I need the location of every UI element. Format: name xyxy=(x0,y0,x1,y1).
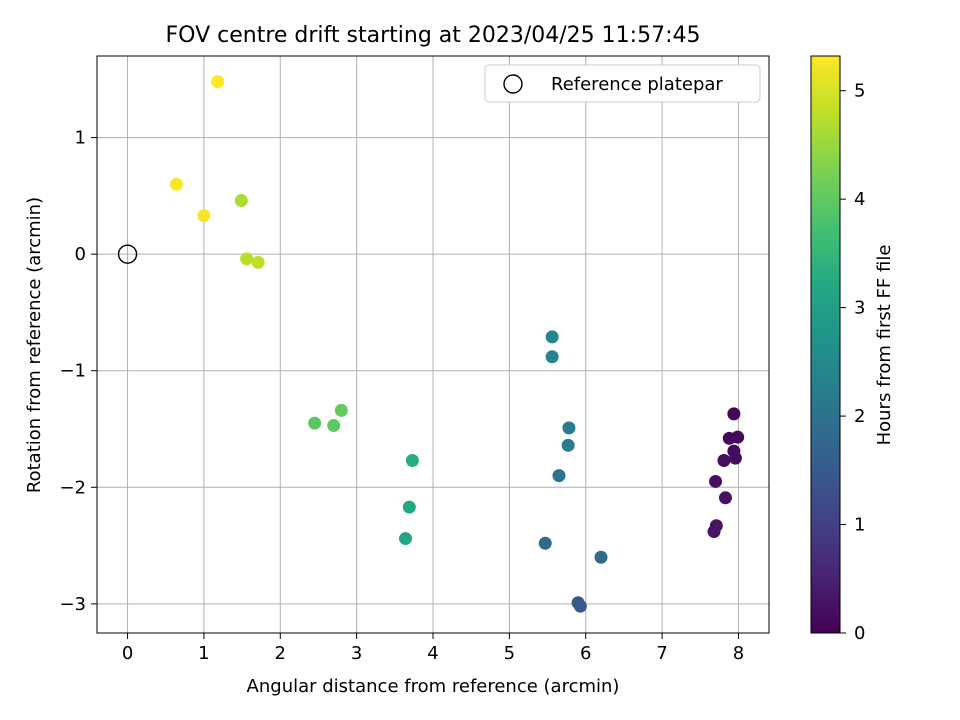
data-point xyxy=(211,75,225,89)
data-point xyxy=(727,407,741,421)
data-point xyxy=(573,599,587,613)
data-point xyxy=(327,419,341,433)
y-axis-label: Rotation from reference (arcmin) xyxy=(24,197,45,493)
colorbar xyxy=(810,55,841,634)
grid-lines xyxy=(97,56,769,633)
y-tick-label: −1 xyxy=(59,361,86,382)
y-axis-ticks: 1 0 −1 −2 −3 xyxy=(59,128,97,615)
data-point xyxy=(402,500,416,514)
y-tick-label: 1 xyxy=(75,128,86,149)
x-tick-label: 2 xyxy=(275,643,286,664)
x-tick-label: 3 xyxy=(351,643,362,664)
colorbar-ticks: 0 1 2 3 4 5 xyxy=(840,81,865,644)
data-point xyxy=(251,255,265,269)
legend-reference-marker xyxy=(503,74,523,94)
data-point xyxy=(240,252,254,266)
data-point xyxy=(197,209,211,223)
reference-platepar-marker xyxy=(117,244,138,264)
data-points xyxy=(169,75,745,613)
colorbar-label: Hours from first FF file xyxy=(874,245,895,446)
data-point xyxy=(545,350,559,364)
x-tick-label: 7 xyxy=(656,643,667,664)
data-point xyxy=(562,421,576,435)
data-point xyxy=(538,536,552,550)
y-tick-label: −2 xyxy=(59,477,86,498)
x-tick-label: 8 xyxy=(733,643,744,664)
legend: Reference platepar xyxy=(484,64,761,103)
y-tick-label: −3 xyxy=(59,594,86,615)
x-tick-label: 0 xyxy=(122,643,133,664)
colorbar-tick-label: 0 xyxy=(854,623,865,644)
data-point xyxy=(709,474,723,488)
x-tick-label: 4 xyxy=(427,643,438,664)
colorbar-tick-label: 1 xyxy=(854,515,865,536)
data-point xyxy=(405,453,419,467)
data-point xyxy=(718,491,732,505)
x-axis-label: Angular distance from reference (arcmin) xyxy=(247,676,620,697)
colorbar-tick-label: 4 xyxy=(854,189,865,210)
chart-title: FOV centre drift starting at 2023/04/25 … xyxy=(166,23,701,48)
data-point xyxy=(561,438,575,452)
data-point xyxy=(545,330,559,344)
data-point xyxy=(308,416,322,430)
legend-reference-label: Reference platepar xyxy=(551,74,723,95)
data-point xyxy=(728,451,742,465)
data-point xyxy=(717,453,731,467)
data-point xyxy=(334,403,348,417)
colorbar-tick-label: 2 xyxy=(854,406,865,427)
x-tick-label: 5 xyxy=(504,643,515,664)
data-point xyxy=(594,550,608,564)
x-axis-ticks: 0 1 2 3 4 5 6 7 8 xyxy=(122,633,744,664)
data-point xyxy=(234,194,248,208)
data-point xyxy=(399,532,413,546)
x-tick-label: 6 xyxy=(580,643,591,664)
data-point xyxy=(552,469,566,483)
colorbar-tick-label: 5 xyxy=(854,81,865,102)
x-tick-label: 1 xyxy=(198,643,209,664)
colorbar-tick-label: 3 xyxy=(854,298,865,319)
data-point xyxy=(707,525,721,539)
legend-box xyxy=(484,64,761,103)
data-point xyxy=(722,431,736,445)
data-point xyxy=(169,177,183,191)
y-tick-label: 0 xyxy=(75,244,86,265)
